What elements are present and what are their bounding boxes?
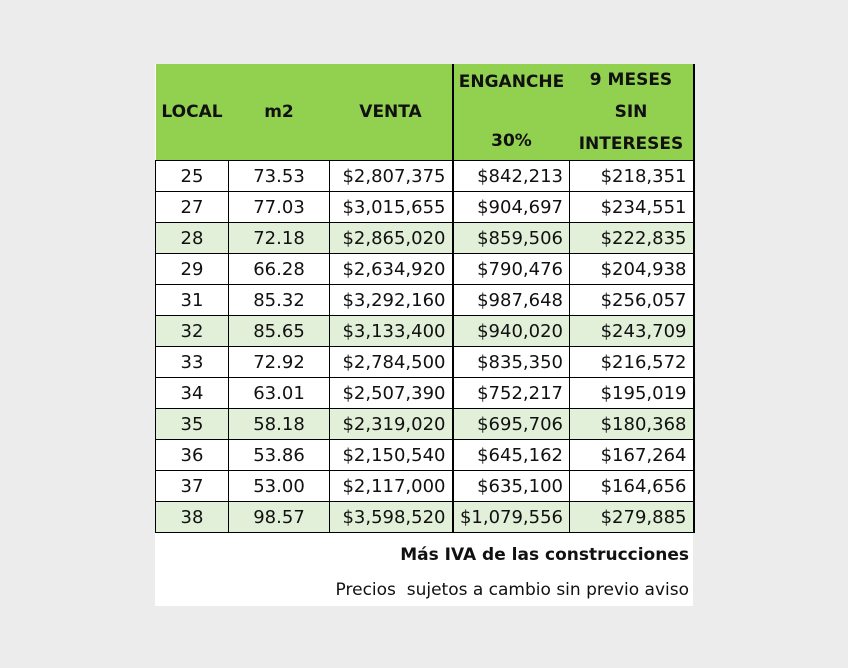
header-m2: m2 bbox=[228, 64, 330, 161]
cell-enganche: $842,213 bbox=[451, 160, 570, 192]
cell-local: 35 bbox=[155, 408, 229, 440]
cell-venta: $3,015,655 bbox=[329, 191, 453, 223]
cell-m2: 73.53 bbox=[228, 160, 330, 192]
cell-m2: 63.01 bbox=[228, 377, 330, 409]
cell-local: 36 bbox=[155, 439, 229, 471]
cell-meses: $256,057 bbox=[569, 284, 695, 316]
cell-meses: $180,368 bbox=[569, 408, 695, 440]
cell-local: 28 bbox=[155, 222, 229, 254]
cell-enganche: $645,162 bbox=[451, 439, 570, 471]
cell-m2: 58.18 bbox=[228, 408, 330, 440]
header-enganche: ENGANCHE 30% bbox=[451, 64, 570, 161]
header-meses: 9 MESES SIN INTERESES bbox=[569, 64, 695, 161]
cell-m2: 53.86 bbox=[228, 439, 330, 471]
cell-local: 38 bbox=[155, 501, 229, 533]
cell-local: 31 bbox=[155, 284, 229, 316]
cell-venta: $3,598,520 bbox=[329, 501, 453, 533]
cell-meses: $218,351 bbox=[569, 160, 695, 192]
cell-enganche: $1,079,556 bbox=[451, 501, 570, 533]
table-row: 37 53.00 $2,117,000 $635,100 $164,656 bbox=[155, 470, 695, 502]
table-row: 29 66.28 $2,634,920 $790,476 $204,938 bbox=[155, 253, 695, 285]
iva-note: Más IVA de las construcciones bbox=[400, 545, 689, 565]
cell-local: 37 bbox=[155, 470, 229, 502]
cell-meses: $167,264 bbox=[569, 439, 695, 471]
cell-enganche: $752,217 bbox=[451, 377, 570, 409]
price-table: LOCAL m2 VENTA ENGANCHE 30% 9 MESES SIN … bbox=[155, 64, 695, 533]
cell-m2: 53.00 bbox=[228, 470, 330, 502]
cell-meses: $279,885 bbox=[569, 501, 695, 533]
cell-venta: $2,784,500 bbox=[329, 346, 453, 378]
cell-local: 25 bbox=[155, 160, 229, 192]
header-local: LOCAL bbox=[155, 64, 229, 161]
header-row: LOCAL m2 VENTA ENGANCHE 30% 9 MESES SIN … bbox=[155, 64, 695, 161]
cell-venta: $2,150,540 bbox=[329, 439, 453, 471]
cell-meses: $243,709 bbox=[569, 315, 695, 347]
table-row: 27 77.03 $3,015,655 $904,697 $234,551 bbox=[155, 191, 695, 223]
cell-m2: 85.32 bbox=[228, 284, 330, 316]
cell-local: 32 bbox=[155, 315, 229, 347]
cell-enganche: $635,100 bbox=[451, 470, 570, 502]
cell-venta: $2,319,020 bbox=[329, 408, 453, 440]
table-row: 33 72.92 $2,784,500 $835,350 $216,572 bbox=[155, 346, 695, 378]
table-body: 25 73.53 $2,807,375 $842,213 $218,351 27 77.03… bbox=[155, 160, 695, 533]
table-row: 32 85.65 $3,133,400 $940,020 $243,709 bbox=[155, 315, 695, 347]
header-enganche-line2: 30% bbox=[491, 131, 532, 152]
header-meses-line3: INTERESES bbox=[578, 134, 684, 154]
cell-local: 33 bbox=[155, 346, 229, 378]
cell-m2: 85.65 bbox=[228, 315, 330, 347]
cell-meses: $234,551 bbox=[569, 191, 695, 223]
table-row: 34 63.01 $2,507,390 $752,217 $195,019 bbox=[155, 377, 695, 409]
cell-enganche: $790,476 bbox=[451, 253, 570, 285]
table-row: 35 58.18 $2,319,020 $695,706 $180,368 bbox=[155, 408, 695, 440]
cell-venta: $2,117,000 bbox=[329, 470, 453, 502]
header-enganche-line1: ENGANCHE bbox=[458, 72, 565, 92]
table-row: 25 73.53 $2,807,375 $842,213 $218,351 bbox=[155, 160, 695, 192]
cell-local: 27 bbox=[155, 191, 229, 223]
table-row: 31 85.32 $3,292,160 $987,648 $256,057 bbox=[155, 284, 695, 316]
cell-enganche: $859,506 bbox=[451, 222, 570, 254]
cell-venta: $2,634,920 bbox=[329, 253, 453, 285]
cell-venta: $2,865,020 bbox=[329, 222, 453, 254]
cell-venta: $3,133,400 bbox=[329, 315, 453, 347]
cell-m2: 72.92 bbox=[228, 346, 330, 378]
header-meses-line2: SIN bbox=[614, 102, 648, 122]
cell-enganche: $987,648 bbox=[451, 284, 570, 316]
cell-local: 29 bbox=[155, 253, 229, 285]
table-row: 36 53.86 $2,150,540 $645,162 $167,264 bbox=[155, 439, 695, 471]
cell-meses: $164,656 bbox=[569, 470, 695, 502]
header-venta: VENTA bbox=[329, 64, 453, 161]
table-row: 28 72.18 $2,865,020 $859,506 $222,835 bbox=[155, 222, 695, 254]
cell-meses: $195,019 bbox=[569, 377, 695, 409]
header-meses-line1: 9 MESES bbox=[589, 70, 673, 90]
disclaimer-note: Precios sujetos a cambio sin previo avis… bbox=[335, 580, 689, 600]
cell-meses: $204,938 bbox=[569, 253, 695, 285]
cell-enganche: $835,350 bbox=[451, 346, 570, 378]
cell-enganche: $904,697 bbox=[451, 191, 570, 223]
cell-venta: $2,507,390 bbox=[329, 377, 453, 409]
cell-enganche: $940,020 bbox=[451, 315, 570, 347]
cell-m2: 77.03 bbox=[228, 191, 330, 223]
cell-meses: $222,835 bbox=[569, 222, 695, 254]
cell-m2: 66.28 bbox=[228, 253, 330, 285]
cell-venta: $2,807,375 bbox=[329, 160, 453, 192]
cell-m2: 98.57 bbox=[228, 501, 330, 533]
price-sheet: LOCAL m2 VENTA ENGANCHE 30% 9 MESES SIN … bbox=[155, 64, 695, 606]
cell-enganche: $695,706 bbox=[451, 408, 570, 440]
cell-meses: $216,572 bbox=[569, 346, 695, 378]
cell-venta: $3,292,160 bbox=[329, 284, 453, 316]
table-row: 38 98.57 $3,598,520 $1,079,556 $279,885 bbox=[155, 501, 695, 533]
cell-m2: 72.18 bbox=[228, 222, 330, 254]
cell-local: 34 bbox=[155, 377, 229, 409]
table-header: LOCAL m2 VENTA ENGANCHE 30% 9 MESES SIN … bbox=[155, 64, 695, 161]
